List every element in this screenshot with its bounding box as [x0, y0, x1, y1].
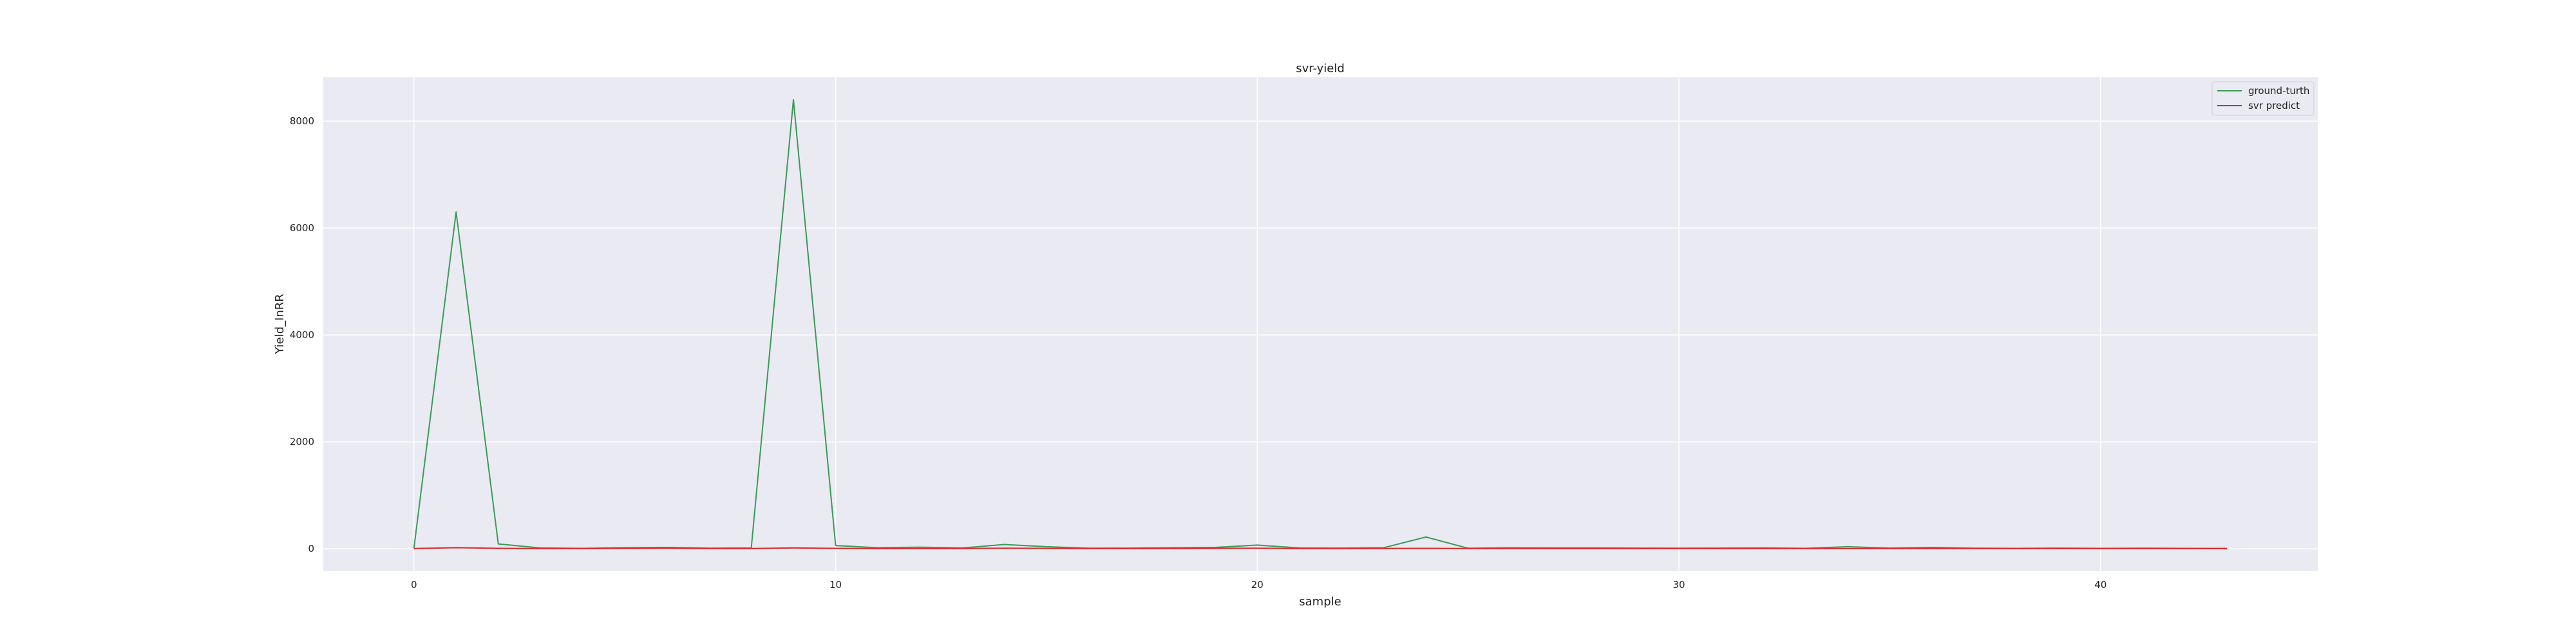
legend: ground-turth svr predict	[2211, 81, 2315, 116]
series-line-svr-predict	[413, 547, 2228, 549]
y-tick-label: 2000	[290, 436, 314, 448]
y-tick-label: 0	[308, 543, 314, 554]
plot-background	[323, 77, 2318, 571]
legend-label-svr-predict: svr predict	[2248, 100, 2300, 111]
y-tick-label: 8000	[290, 115, 314, 127]
x-tick-label: 30	[1672, 579, 1685, 591]
x-axis-title: sample	[1299, 595, 1341, 609]
x-tick-labels: 0 10 20 30 40	[411, 579, 2107, 591]
x-tick-label: 10	[829, 579, 842, 591]
chart-title: svr-yield	[1296, 62, 1345, 75]
y-axis-title: Yield_InRR	[273, 294, 287, 355]
y-tick-labels: 0 2000 4000 6000 8000	[290, 115, 314, 554]
x-tick-label: 40	[2094, 579, 2107, 591]
x-tick-label: 20	[1251, 579, 1264, 591]
series-layer	[413, 99, 2228, 549]
y-tick-label: 6000	[290, 222, 314, 234]
x-gridlines	[413, 77, 2101, 571]
y-tick-label: 4000	[290, 329, 314, 341]
legend-label-ground-turth: ground-turth	[2248, 85, 2309, 97]
x-tick-label: 0	[411, 579, 417, 591]
